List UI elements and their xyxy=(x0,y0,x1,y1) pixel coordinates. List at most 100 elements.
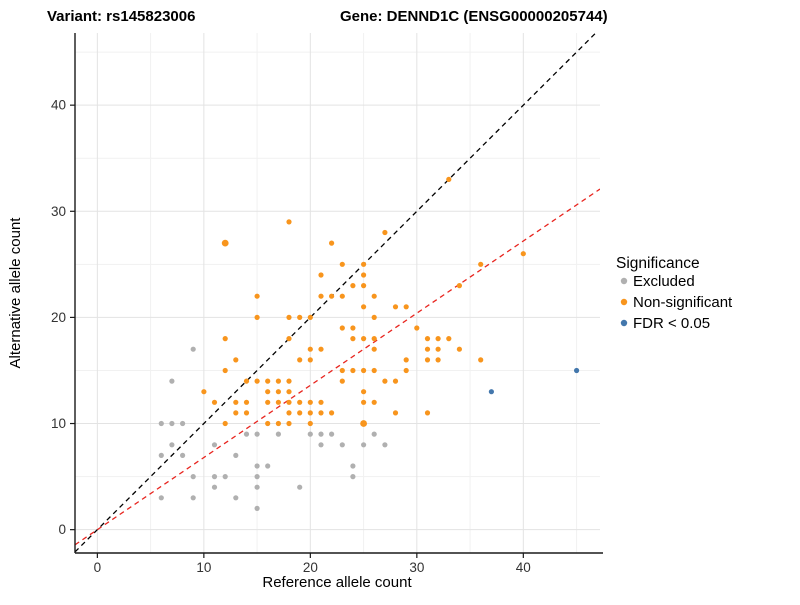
data-point-non-significant xyxy=(254,314,260,320)
data-point-excluded xyxy=(265,463,271,469)
data-point-non-significant xyxy=(424,357,431,363)
data-point-non-significant xyxy=(361,336,367,342)
y-tick-label: 30 xyxy=(51,204,66,219)
data-point-non-significant xyxy=(403,367,409,374)
data-point-non-significant xyxy=(339,367,345,374)
data-point-excluded xyxy=(169,442,175,448)
data-point-non-significant xyxy=(392,410,399,416)
data-point-non-significant xyxy=(265,389,271,395)
data-point-non-significant xyxy=(371,293,377,299)
data-point-excluded xyxy=(275,431,281,437)
data-point-non-significant xyxy=(371,336,377,342)
data-point-non-significant xyxy=(361,367,367,374)
data-point-non-significant xyxy=(318,346,324,352)
x-tick-label: 10 xyxy=(196,560,211,575)
data-point-non-significant xyxy=(275,378,281,384)
data-point-excluded xyxy=(254,431,260,437)
data-point-excluded xyxy=(254,505,260,511)
data-point-excluded xyxy=(382,442,388,448)
data-point-excluded xyxy=(329,431,335,437)
data-point-excluded xyxy=(211,474,218,480)
data-point-non-significant xyxy=(329,293,335,299)
data-point-non-significant xyxy=(403,357,409,363)
legend-label-excluded: Excluded xyxy=(633,273,695,290)
data-point-non-significant xyxy=(286,314,292,320)
data-point-non-significant xyxy=(456,346,462,352)
x-tick-label: 40 xyxy=(516,560,531,575)
data-point-excluded xyxy=(371,431,377,437)
data-point-non-significant xyxy=(456,283,462,289)
variant-title: Variant: rs145823006 xyxy=(47,8,195,25)
data-point-non-significant xyxy=(297,357,303,363)
data-point-excluded xyxy=(190,495,196,501)
data-point-excluded xyxy=(243,431,250,437)
data-point-non-significant xyxy=(371,346,377,352)
data-point-non-significant xyxy=(382,229,388,236)
data-point-non-significant xyxy=(233,399,239,405)
x-tick-label: 20 xyxy=(303,560,318,575)
data-point-non-significant xyxy=(222,336,228,342)
data-point-non-significant xyxy=(371,399,377,405)
data-point-excluded xyxy=(307,431,313,437)
data-point-fdr-0-05 xyxy=(574,367,580,374)
data-point-excluded xyxy=(180,420,186,427)
y-tick-label: 10 xyxy=(51,416,66,431)
data-point-excluded xyxy=(233,495,239,501)
y-tick-label: 20 xyxy=(51,310,66,325)
data-point-excluded xyxy=(211,442,218,448)
data-point-non-significant xyxy=(275,389,281,395)
data-point-non-significant xyxy=(265,399,271,405)
legend: Significance Excluded Non-significant FD… xyxy=(616,255,733,332)
data-point-excluded xyxy=(339,442,345,448)
data-point-non-significant xyxy=(350,325,356,331)
data-point-non-significant xyxy=(221,239,229,247)
data-point-non-significant xyxy=(286,219,292,225)
data-point-non-significant xyxy=(329,410,335,416)
data-point-non-significant xyxy=(360,420,367,427)
data-point-non-significant xyxy=(297,399,303,405)
data-point-non-significant xyxy=(446,176,452,182)
legend-swatch-excluded xyxy=(620,277,628,285)
data-point-excluded xyxy=(233,452,239,458)
data-point-non-significant xyxy=(307,346,313,352)
data-point-non-significant xyxy=(339,261,345,267)
data-point-non-significant xyxy=(222,367,228,374)
data-point-non-significant xyxy=(403,304,409,310)
y-axis-title: Alternative allele count xyxy=(7,217,24,369)
data-point-excluded xyxy=(211,484,218,490)
x-axis-title: Reference allele count xyxy=(262,574,412,591)
data-point-non-significant xyxy=(424,336,431,342)
y-tick-label: 0 xyxy=(58,522,66,537)
data-point-non-significant xyxy=(350,336,356,342)
data-point-non-significant xyxy=(254,378,260,384)
data-point-non-significant xyxy=(520,251,526,257)
data-point-non-significant xyxy=(265,420,271,427)
data-point-non-significant xyxy=(222,420,228,427)
data-point-excluded xyxy=(254,474,260,480)
data-point-non-significant xyxy=(318,293,324,299)
data-point-non-significant xyxy=(243,378,250,384)
y-tick-label: 40 xyxy=(51,98,66,113)
data-point-non-significant xyxy=(201,389,207,395)
data-point-non-significant xyxy=(307,410,313,416)
data-point-non-significant xyxy=(382,378,388,384)
legend-item-non-significant: Non-significant xyxy=(620,294,733,311)
data-point-excluded xyxy=(318,442,324,448)
legend-swatch-non-significant xyxy=(620,298,628,306)
data-point-non-significant xyxy=(318,410,324,416)
data-point-non-significant xyxy=(361,283,367,289)
legend-label-fdr: FDR < 0.05 xyxy=(633,315,710,332)
data-point-non-significant xyxy=(329,240,335,246)
data-point-excluded xyxy=(361,442,367,448)
data-point-fdr-0-05 xyxy=(488,389,494,395)
gene-title: Gene: DENND1C (ENSG00000205744) xyxy=(340,8,608,25)
data-point-excluded xyxy=(222,474,228,480)
data-point-non-significant xyxy=(275,420,281,427)
data-point-non-significant xyxy=(233,410,239,416)
data-point-excluded xyxy=(350,474,356,480)
data-point-non-significant xyxy=(424,346,431,352)
data-point-non-significant xyxy=(392,304,399,310)
data-point-excluded xyxy=(318,431,324,437)
data-point-non-significant xyxy=(414,325,420,331)
data-point-non-significant xyxy=(297,314,303,320)
